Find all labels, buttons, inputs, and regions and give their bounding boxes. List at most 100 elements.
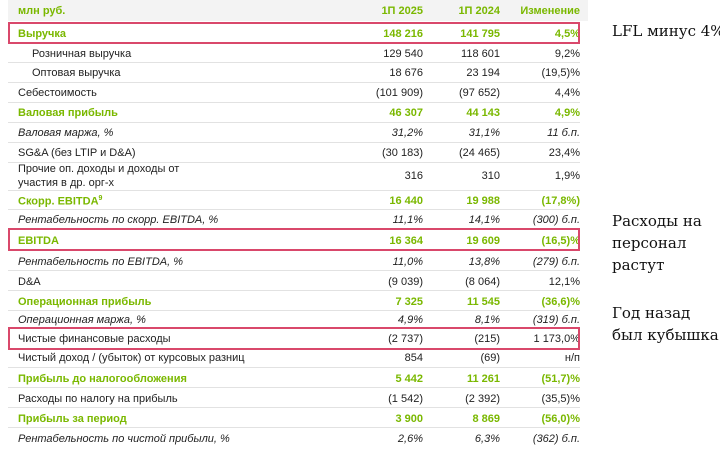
note-line: растут: [612, 256, 665, 274]
value-2024: (215): [474, 333, 500, 345]
value-2024: 19 988: [466, 195, 500, 207]
row-label-text: Скорр. EBITDA: [18, 195, 99, 208]
value-change: 11 б.п.: [547, 127, 580, 139]
row-label: Валовая прибыль: [18, 107, 118, 119]
row-label: Прочие оп. доходы и доходы от: [18, 163, 180, 175]
row-divider: [8, 310, 580, 311]
note-lfl-text: LFL минус 4%: [612, 22, 720, 40]
value-2025: (2 737): [388, 333, 423, 345]
row-label: Себестоимость: [18, 87, 97, 99]
value-2025: (30 183): [382, 147, 423, 159]
value-2025: 11,1%: [392, 214, 423, 226]
value-change: (19,5)%: [541, 67, 580, 79]
value-2024: 310: [481, 170, 500, 182]
value-change: 1 173,0%: [533, 333, 580, 345]
value-2024: (2 392): [465, 393, 500, 405]
table-header: млн руб. 1П 2025 1П 2024 Изменение: [8, 0, 588, 21]
highlight-box-finance-costs: [8, 327, 580, 350]
value-change: 1,9%: [554, 170, 580, 182]
value-2025: 31,2%: [391, 127, 423, 139]
value-change: 12,1%: [548, 276, 580, 288]
value-2024: 44 143: [466, 107, 500, 119]
value-2024: 31,1%: [468, 127, 500, 139]
row-label: Рентабельность по скорр. EBITDA, %: [18, 214, 219, 226]
value-change: 4,4%: [554, 87, 580, 99]
highlight-box-ebitda: [8, 228, 580, 251]
row-label: Операционная прибыль: [18, 296, 152, 308]
row-label: Операционная маржа, %: [18, 314, 146, 326]
value-2024: 23 194: [466, 67, 500, 79]
value-2024: 118 601: [461, 48, 500, 60]
header-units: млн руб.: [18, 5, 66, 17]
row-divider: [8, 209, 580, 210]
value-2024: 8,1%: [474, 314, 500, 326]
value-change: (36,6)%: [541, 296, 580, 308]
note-lfl: LFL минус 4%: [612, 20, 720, 42]
value-2024: 13,8%: [468, 256, 500, 268]
value-change: (35,5)%: [541, 393, 580, 405]
value-2024: 14,1%: [468, 214, 500, 226]
value-change: 9,2%: [554, 48, 580, 60]
row-divider: [8, 142, 580, 143]
row-label: EBITDA: [18, 235, 59, 247]
row-divider: [8, 427, 580, 428]
note-line: Расходы на: [612, 212, 702, 230]
value-change: (51,7)%: [541, 373, 580, 385]
value-2024: 141 795: [460, 28, 500, 40]
value-2025: 7 325: [395, 296, 423, 308]
row-label: Оптовая выручка: [32, 67, 121, 79]
value-2024: 11 261: [466, 373, 500, 385]
value-2024: 6,3%: [474, 433, 500, 445]
value-2025: 16 440: [389, 195, 423, 207]
highlight-box-revenue: [8, 22, 580, 44]
value-2025: (101 909): [375, 87, 423, 99]
header-col-2024: 1П 2024: [458, 5, 500, 17]
row-divider: [8, 190, 580, 191]
value-2024: 8 869: [472, 413, 500, 425]
value-2025: 854: [404, 352, 423, 364]
row-divider: [8, 387, 580, 388]
value-change: (319) б.п.: [532, 314, 580, 326]
row-label: Чистый доход / (убыток) от курсовых разн…: [18, 352, 245, 364]
row-divider: [8, 270, 580, 271]
note-line: был кубышка: [612, 326, 719, 344]
row-label-line2: участия в др. орг-х: [18, 177, 115, 189]
row-divider: [8, 162, 580, 163]
value-2025: 46 307: [389, 107, 423, 119]
note-line: персонал: [612, 234, 687, 252]
row-label: Прибыль за период: [18, 413, 127, 425]
row-label: Валовая маржа, %: [18, 127, 114, 139]
value-2024: (24 465): [459, 147, 500, 159]
value-change: 4,5%: [554, 28, 580, 40]
row-divider: [8, 122, 580, 123]
value-2025: (9 039): [388, 276, 423, 288]
value-2024: (97 652): [459, 87, 500, 99]
value-2025: 18 676: [389, 67, 423, 79]
value-change: (17,8%): [541, 195, 580, 207]
row-label: D&A: [18, 276, 41, 288]
value-2025: 4,9%: [397, 314, 423, 326]
row-divider: [8, 82, 580, 83]
row-label: Прибыль до налогообложения: [18, 373, 187, 385]
row-divider: [8, 62, 580, 63]
value-2025: 129 540: [383, 48, 423, 60]
value-2025: 5 442: [395, 373, 423, 385]
note-line: Год назад: [612, 304, 691, 322]
note-personnel-costs: Расходы на персонал растут: [612, 210, 702, 276]
value-change: н/п: [564, 352, 580, 364]
footnote-mark: 9: [98, 195, 103, 202]
value-2024: 19 609: [466, 235, 500, 247]
row-label: SG&A (без LTIP и D&A): [18, 147, 136, 159]
row-label: Рентабельность по чистой прибыли, %: [18, 433, 230, 445]
value-2025: 316: [404, 170, 423, 182]
row-label: Рентабельность по EBITDA, %: [18, 256, 183, 268]
row-label: Розничная выручка: [32, 48, 132, 60]
row-divider: [8, 102, 580, 103]
header-col-2025: 1П 2025: [381, 5, 423, 17]
row-divider: [8, 407, 580, 408]
row-label: Чистые финансовые расходы: [18, 333, 171, 345]
row-label: Выручка: [18, 28, 67, 40]
value-2024: 11 545: [466, 296, 500, 308]
value-2025: (1 542): [388, 393, 423, 405]
value-change: (56,0)%: [541, 413, 580, 425]
